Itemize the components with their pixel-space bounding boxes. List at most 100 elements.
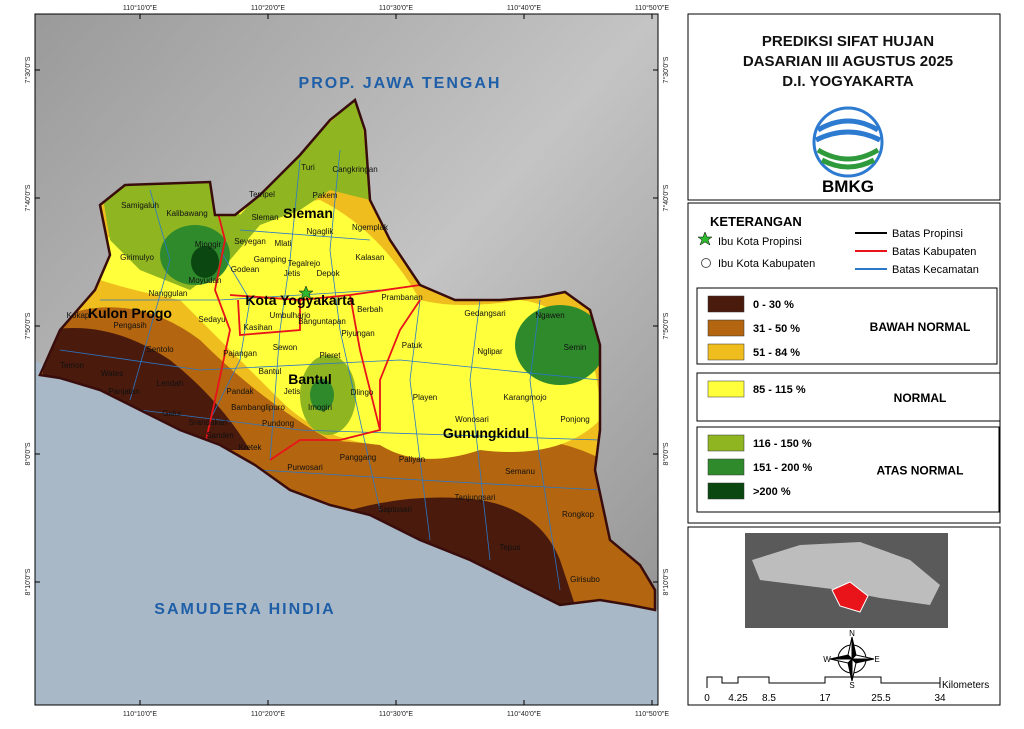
kabupaten-label: Sleman [283, 205, 333, 221]
scale-label: 17 [819, 693, 831, 704]
kecamatan-label: Kokap [67, 311, 90, 320]
zone-gt200 [191, 246, 219, 278]
legend-class-label: 51 - 84 % [753, 347, 800, 359]
lon-label: 110°10'0"E [123, 4, 157, 12]
kecamatan-label: Umbulharjo [270, 311, 311, 320]
kecamatan-label: Tepus [499, 543, 520, 552]
legend-class-label: >200 % [753, 486, 791, 498]
logo-text: BMKG [822, 177, 874, 196]
title-line: PREDIKSI SIFAT HUJAN [762, 33, 934, 50]
kecamatan-label: Godean [231, 265, 259, 274]
lat-label: 8°10'0"S [24, 568, 32, 595]
kecamatan-label: Girimulyo [120, 253, 154, 262]
lon-label: 110°20'0"E [251, 4, 285, 12]
lat-label: 8°10'0"S [662, 568, 670, 595]
legend-class-label: 0 - 30 % [753, 299, 794, 311]
kecamatan-label: Bantul [259, 367, 282, 376]
legend-group-box [696, 287, 998, 365]
lon-label: 110°30'0"E [379, 710, 413, 718]
kecamatan-label: Sentolo [146, 345, 174, 354]
lat-label: 7°30'0"S [662, 56, 670, 83]
kecamatan-label: Wonosari [455, 415, 489, 424]
compass-letter: S [849, 681, 854, 690]
kecamatan-label: Tanjungsari [455, 493, 496, 502]
lat-label: 7°40'0"S [24, 184, 32, 211]
compass [829, 636, 875, 682]
kecamatan-label: Kasihan [244, 323, 273, 332]
kabupaten-label: Kota Yogyakarta [245, 292, 354, 308]
lat-label: 7°50'0"S [662, 312, 670, 339]
lon-label: 110°10'0"E [123, 710, 157, 718]
lat-label: 8°0'0"S [24, 442, 32, 465]
kecamatan-label: Kretek [238, 443, 262, 452]
legend-swatch [707, 343, 745, 361]
scale-label: 34 [934, 693, 946, 704]
kecamatan-label: Kalibawang [166, 209, 207, 218]
kecamatan-label: Lendah [157, 379, 184, 388]
kecamatan-label: Ngaglik [307, 227, 335, 236]
inset-diy [831, 581, 869, 613]
scale-unit: Kilometers [942, 680, 989, 691]
kabupaten-label: Kulon Progo [88, 305, 172, 321]
symbol-circle [701, 258, 711, 268]
kecamatan-label: Ngawen [535, 311, 564, 320]
kecamatan-label: Seyegan [234, 237, 266, 246]
kabupaten-label: Gunungkidul [443, 425, 529, 441]
lat-label: 7°50'0"S [24, 312, 32, 339]
scale-label: 0 [704, 693, 710, 704]
kecamatan-label: Galur [162, 409, 182, 418]
ibu-kota-propinsi [298, 285, 314, 300]
kecamatan-label: Berbah [357, 305, 383, 314]
kecamatan-label: Girisubo [570, 575, 600, 584]
lon-label: 110°40'0"E [507, 710, 541, 718]
bmkg-logo [812, 106, 884, 178]
kecamatan-label: Paliyan [399, 455, 425, 464]
kecamatan-label: Nglipar [477, 347, 503, 356]
kecamatan-label: Patuk [402, 341, 423, 350]
kecamatan-label: Moyudan [189, 276, 222, 285]
kecamatan-label: Kalasan [356, 253, 385, 262]
legend-class-label: 85 - 115 % [753, 384, 806, 396]
kecamatan-label: Sedayu [198, 315, 225, 324]
kecamatan-label: Depok [316, 269, 340, 278]
legend-symbol-label: Ibu Kota Propinsi [718, 236, 802, 248]
region-label: SAMUDERA HINDIA [154, 601, 335, 618]
kecamatan-label: Cangkringan [332, 165, 377, 174]
legend-line-label: Batas Kabupaten [892, 246, 976, 258]
kecamatan-label: Temon [60, 361, 84, 370]
legend-swatch [707, 458, 745, 476]
kecamatan-label: Pundong [262, 419, 294, 428]
legend-group-name: BAWAH NORMAL [870, 320, 971, 334]
kecamatan-label: Purwosari [287, 463, 323, 472]
lon-label: 110°50'0"E [635, 4, 669, 12]
map-frame [34, 13, 659, 706]
kecamatan-label: Pandak [226, 387, 254, 396]
kecamatan-label: Pleret [320, 351, 342, 360]
legend-symbol-label: Ibu Kota Kabupaten [718, 258, 815, 270]
kecamatan-label: Srandakan [189, 418, 228, 427]
kecamatan-label: Sewon [273, 343, 297, 352]
kecamatan-label: Turi [301, 163, 315, 172]
legend-group-box [696, 426, 1000, 513]
kecamatan-label: Bambanglipuro [231, 403, 285, 412]
lat-label: 8°0'0"S [662, 442, 670, 465]
lon-label: 110°20'0"E [251, 710, 285, 718]
kecamatan-label: Tempel [249, 190, 275, 199]
kecamatan-label: Semanu [505, 467, 535, 476]
compass-letter: W [823, 655, 831, 664]
kecamatan-label: Panjatan [108, 387, 140, 396]
kecamatan-label: Prambanan [381, 293, 422, 302]
kecamatan-label: Minggir [195, 240, 222, 249]
legend-swatch [707, 319, 745, 337]
legend-swatch [707, 295, 745, 313]
legend-class-label: 116 - 150 % [753, 438, 812, 450]
kecamatan-label: Piyungan [341, 329, 374, 338]
legend-group-name: ATAS NORMAL [877, 464, 964, 478]
kecamatan-label: Gedangsari [464, 309, 506, 318]
kecamatan-label: Jetis [284, 269, 300, 278]
scale-label: 25.5 [871, 693, 891, 704]
region-label: PROP. JAWA TENGAH [299, 75, 502, 92]
legend-title: KETERANGAN [710, 214, 802, 229]
lon-label: 110°30'0"E [379, 4, 413, 12]
